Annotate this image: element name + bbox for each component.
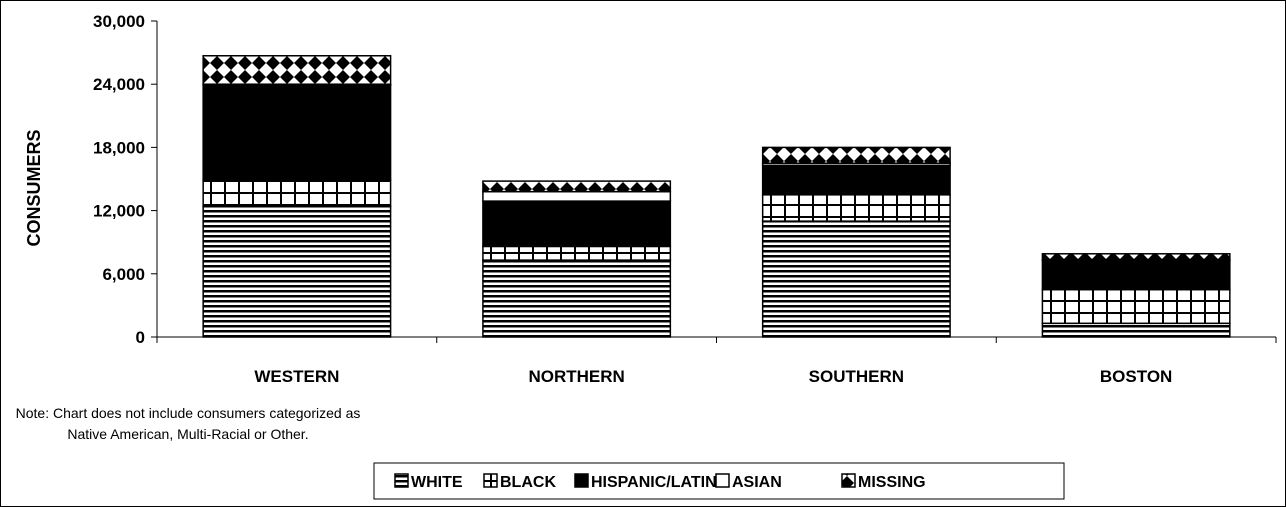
legend-swatch-black bbox=[483, 473, 498, 488]
bar-segment-black-boston bbox=[1041, 288, 1231, 325]
bar-segment-white-boston bbox=[1041, 322, 1231, 338]
legend-swatch-asian bbox=[715, 473, 730, 488]
bar-segment-asian-northern bbox=[482, 190, 672, 202]
bar-segment-white-southern bbox=[761, 220, 951, 338]
legend-label-asian: ASIAN bbox=[732, 474, 782, 491]
x-tick-label-southern: SOUTHERN bbox=[809, 367, 904, 386]
legend-label-hispanic-latino: HISPANIC/LATINO bbox=[591, 474, 729, 491]
bars bbox=[202, 55, 1231, 338]
y-axis-label: CONSUMERS bbox=[24, 129, 44, 246]
legend: WHITE BLACK HISPANIC/LATINO ASIAN MISSING bbox=[373, 462, 1065, 500]
bar-segment-black-southern bbox=[761, 194, 951, 222]
y-tick-label: 6,000 bbox=[102, 265, 145, 284]
bar-segment-hispanic-latino-northern bbox=[482, 200, 672, 248]
bar-segment-hispanic-latino-boston bbox=[1041, 259, 1231, 291]
bar-segment-black-northern bbox=[482, 245, 672, 261]
legend-swatch-hispanic-latino bbox=[574, 473, 589, 488]
y-tick-label: 24,000 bbox=[93, 75, 145, 94]
x-tick-label-boston: BOSTON bbox=[1100, 367, 1172, 386]
bar-segment-hispanic-latino-western bbox=[202, 84, 392, 181]
y-tick-label: 30,000 bbox=[93, 12, 145, 31]
bar-segment-missing-boston bbox=[1041, 253, 1231, 261]
x-axis bbox=[156, 336, 1277, 343]
legend-label-black: BLACK bbox=[500, 474, 556, 491]
x-tick-label-western: WESTERN bbox=[254, 367, 339, 386]
bar-segment-black-western bbox=[202, 179, 392, 208]
legend-label-white: WHITE bbox=[411, 474, 463, 491]
legend-swatch-white bbox=[394, 473, 409, 488]
bar-segment-missing-northern bbox=[482, 180, 672, 193]
legend-items: WHITE BLACK HISPANIC/LATINO ASIAN MISSING bbox=[394, 473, 926, 491]
x-tick-labels: WESTERN NORTHERN SOUTHERN BOSTON bbox=[254, 367, 1172, 386]
bar-segment-missing-southern bbox=[761, 146, 951, 164]
legend-swatch-missing bbox=[841, 473, 856, 488]
chart-note: Note: Chart does not include consumers c… bbox=[15, 405, 361, 442]
y-axis: 0 6,000 12,000 18,000 24,000 30,000 bbox=[93, 12, 158, 347]
legend-label-missing: MISSING bbox=[858, 474, 926, 491]
y-tick-label: 18,000 bbox=[93, 138, 145, 157]
x-tick-label-northern: NORTHERN bbox=[528, 367, 624, 386]
y-tick-label: 12,000 bbox=[93, 202, 145, 221]
bar-segment-hispanic-latino-southern bbox=[761, 164, 951, 196]
y-tick-label: 0 bbox=[136, 328, 145, 347]
bar-segment-white-western bbox=[202, 205, 392, 338]
bar-segment-missing-western bbox=[202, 55, 392, 85]
bar-segment-white-northern bbox=[482, 259, 672, 338]
